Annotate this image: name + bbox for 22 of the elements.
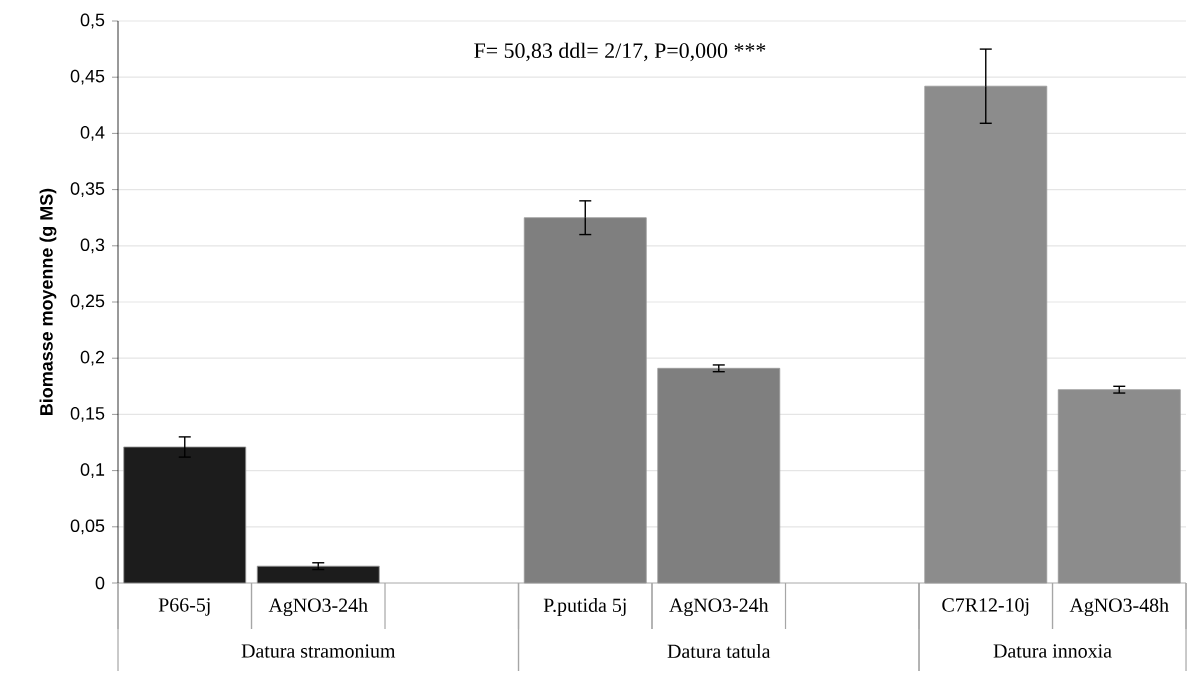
x-tick-label: P66-5j (158, 598, 210, 616)
text: Datura tatula (667, 643, 771, 658)
y-tick-label: 0,35 (70, 182, 105, 197)
y-tick-label: 0,45 (70, 69, 105, 85)
y-axis-title: Biomasse moyenne (g MS) (39, 188, 57, 415)
x-tick-label: AgNO3-48h (1069, 597, 1169, 617)
x-tick-label: AgNO3-24h (669, 597, 769, 617)
y-tick-label: 0,25 (70, 294, 105, 310)
y-tick-label: 0,15 (70, 406, 105, 422)
text: Datura stramonium (241, 644, 396, 658)
y-tick-label: 0,05 (70, 519, 105, 535)
x-tick-label: C7R12-10j (942, 598, 1029, 616)
annotation: F= 50,83 ddl= 2/17, P=0,000 *** (474, 42, 766, 62)
y-tick-label: 0,2 (80, 350, 105, 366)
y-tick-label: 0 (95, 576, 105, 590)
y-tick-label: 0,3 (80, 238, 105, 254)
y-tick-label: 0,4 (80, 125, 105, 141)
x-tick-label: AgNO3-24h (268, 597, 368, 617)
x-tick-label: P.putida 5j (543, 597, 626, 617)
y-tick-label: 0,1 (80, 463, 105, 478)
text: Datura innoxia (993, 644, 1112, 658)
y-tick-label: 0,5 (80, 13, 105, 29)
